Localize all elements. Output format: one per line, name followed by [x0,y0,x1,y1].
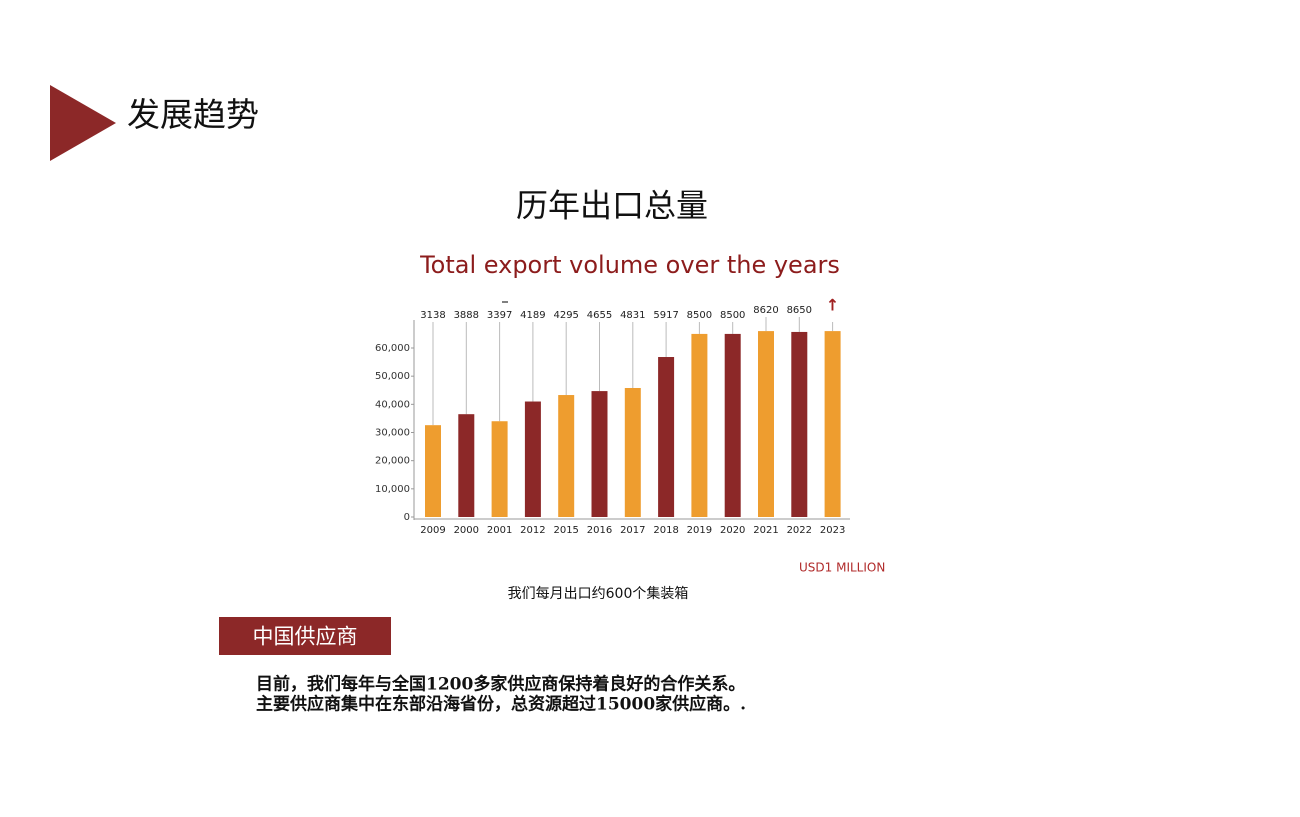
bar [491,421,508,517]
bar [691,333,708,517]
bar [824,331,841,517]
bar [425,425,441,517]
y-tick-label: 60,000 [375,343,410,354]
bar [524,401,541,517]
x-tick-label: 2009 [420,525,445,536]
annotation: 3397 [487,310,512,321]
x-tick-label: 2015 [553,525,578,536]
y-tick-label: 0 [404,512,410,523]
x-tick-label: 2012 [520,525,545,536]
chart-subtitle: Total export volume over the years [419,251,840,279]
bar [791,331,808,517]
annotation: 8650 [787,305,812,316]
bar [458,414,475,517]
x-tick-label: 2019 [687,525,712,536]
bar [724,333,741,517]
x-tick-label: 2018 [653,525,678,536]
annotation: 8500 [687,310,712,321]
y-tick-label: 40,000 [375,399,410,410]
x-tick-label: 2022 [787,525,812,536]
x-tick-label: 2001 [487,525,512,536]
annotation: 8620 [753,305,778,316]
annotation: 3888 [454,310,479,321]
annotation: 4655 [587,310,612,321]
x-tick-label: 2023 [820,525,845,536]
annotation: 4295 [553,310,578,321]
section-line: 目前，我们每年与全国1200多家供应商保持着良好的合作关系。 [256,674,745,695]
header-triangle [50,85,116,161]
bar [758,331,774,517]
x-tick-label: 2017 [620,525,645,536]
y-tick-label: 30,000 [375,428,410,439]
section-title: 中国供应商 [253,625,358,649]
annotation: 8500 [720,310,745,321]
chart-title: 历年出口总量 [516,187,708,225]
annotation: 3138 [420,310,445,321]
bar [591,391,608,517]
section-line: 主要供应商集中在东部沿海省份，总资源超过15000家供应商。. [256,694,746,715]
bar [558,395,575,517]
x-tick-label: 2000 [454,525,479,536]
section-box [219,617,391,655]
y-tick-label: 10,000 [375,484,410,495]
bar [658,357,675,517]
bar [624,387,641,517]
y-tick-label: 20,000 [375,456,410,467]
annotation: ↑ [826,296,839,315]
annotation: 4831 [620,310,645,321]
x-tick-label: 2020 [720,525,745,536]
x-tick-label: 2016 [587,525,612,536]
header-title: 发展趋势 [127,95,259,134]
y-tick-label: 50,000 [375,371,410,382]
note: 我们每月出口约600个集装箱 [508,585,689,602]
unit-label: USD1 MILLION [799,561,885,575]
annotation: 4189 [520,310,545,321]
x-tick-label: 2021 [753,525,778,536]
annotation: 5917 [653,310,678,321]
